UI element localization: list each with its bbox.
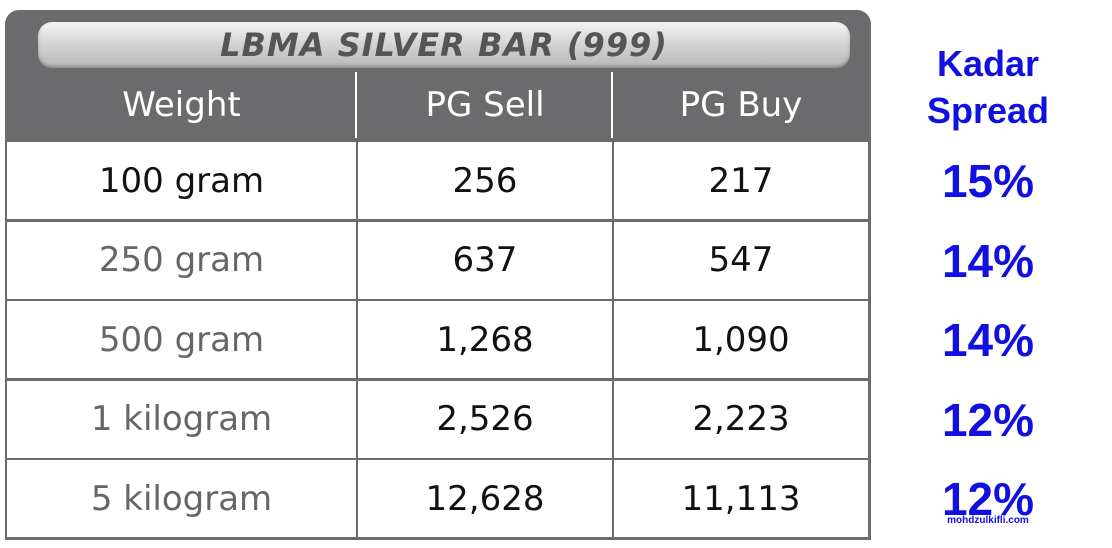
- table-cell: 11,113: [614, 460, 868, 537]
- spread-value: 12%: [941, 393, 1035, 446]
- table-cell: 12,628: [358, 460, 612, 537]
- header-separator: [355, 72, 357, 138]
- table-panel: LBMA SILVER BAR (999) Weight PG Sell PG Bu…: [5, 10, 871, 540]
- table-cell: 1 kilogram: [7, 380, 356, 458]
- table-cell: 2,223: [614, 380, 868, 458]
- table-title: LBMA SILVER BAR (999): [38, 22, 850, 68]
- table-cell: 217: [614, 142, 868, 219]
- table-cell: 637: [358, 221, 612, 299]
- column-header: PG Buy: [679, 85, 803, 125]
- table-cell: 2,526: [358, 380, 612, 458]
- table-cell: 547: [614, 221, 868, 299]
- table-cell: 1,090: [614, 301, 868, 378]
- watermark: mohdzulkifli.com: [947, 515, 1029, 526]
- table-cell: 5 kilogram: [7, 460, 356, 537]
- spread-value: 14%: [941, 234, 1035, 287]
- table-cell: 256: [358, 142, 612, 219]
- table-cell: 100 gram: [7, 142, 356, 219]
- column-header: PG Sell: [425, 85, 545, 125]
- table-cell: 250 gram: [7, 221, 356, 299]
- spread-value: 12%: [941, 473, 1035, 525]
- column-header: Weight: [122, 85, 241, 125]
- spread-title: Kadar Spread: [926, 43, 1050, 131]
- table-cell: 1,268: [358, 301, 612, 378]
- spread-value: 15%: [941, 155, 1035, 207]
- spread-value: 14%: [941, 314, 1035, 366]
- header-separator: [611, 72, 613, 138]
- table-cell: 500 gram: [7, 301, 356, 378]
